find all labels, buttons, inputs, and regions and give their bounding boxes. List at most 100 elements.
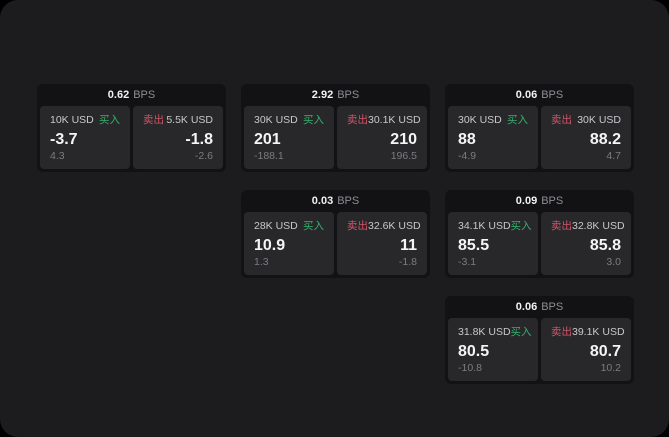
sell-panel-top: 卖出 32.6K USD xyxy=(347,220,421,233)
buy-subvalue: -188.1 xyxy=(254,150,284,162)
sell-side-label: 卖出 xyxy=(551,326,572,338)
buy-price: 201 xyxy=(254,131,281,148)
sell-notional: 5.5K USD xyxy=(166,114,213,126)
spread-unit: BPS xyxy=(541,301,564,313)
spread-header: 0.09 BPS xyxy=(448,190,631,212)
sell-side-label: 卖出 xyxy=(143,114,164,126)
sell-notional: 32.8K USD xyxy=(572,220,625,232)
spread-unit: BPS xyxy=(337,195,360,207)
sell-price: 80.7 xyxy=(589,343,621,360)
quote-card: 0.03 BPS 28K USD 买入 10.9 1.3 卖出 32.6K US… xyxy=(241,190,430,278)
buy-notional: 30K USD xyxy=(254,114,298,126)
sell-price: 210 xyxy=(390,131,417,148)
quote-cards-grid: 0.62 BPS 10K USD 买入 -3.7 4.3 卖出 5.5K USD xyxy=(37,84,634,384)
buy-panel[interactable]: 30K USD 买入 88 -4.9 xyxy=(448,106,538,169)
buy-notional: 34.1K USD xyxy=(458,220,511,232)
buy-panel-top: 30K USD 买入 xyxy=(254,114,324,127)
spread-value: 2.92 xyxy=(311,89,334,101)
sell-price: 85.8 xyxy=(589,237,621,254)
sell-panel-top: 卖出 30K USD xyxy=(551,114,621,127)
spread-value: 0.06 xyxy=(515,301,538,313)
buy-subvalue: 1.3 xyxy=(254,256,269,268)
quote-card: 0.09 BPS 34.1K USD 买入 85.5 -3.1 卖出 32.8K… xyxy=(445,190,634,278)
buy-side-label: 买入 xyxy=(99,114,120,126)
sell-subvalue: 3.0 xyxy=(606,256,621,268)
buy-panel-top: 30K USD 买入 xyxy=(458,114,528,127)
buy-side-label: 买入 xyxy=(507,114,528,126)
buy-panel-top: 28K USD 买入 xyxy=(254,220,324,233)
spread-value: 0.06 xyxy=(515,89,538,101)
quote-card: 0.62 BPS 10K USD 买入 -3.7 4.3 卖出 5.5K USD xyxy=(37,84,226,172)
buy-price: -3.7 xyxy=(50,131,78,148)
spread-unit: BPS xyxy=(133,89,156,101)
quote-card-body: 28K USD 买入 10.9 1.3 卖出 32.6K USD 11 -1.8 xyxy=(244,212,427,275)
sell-panel[interactable]: 卖出 39.1K USD 80.7 10.2 xyxy=(541,318,631,381)
sell-subvalue: -2.6 xyxy=(194,150,213,162)
buy-subvalue: -10.8 xyxy=(458,362,482,374)
buy-notional: 28K USD xyxy=(254,220,298,232)
buy-subvalue: 4.3 xyxy=(50,150,65,162)
sell-subvalue: -1.8 xyxy=(398,256,417,268)
sell-side-label: 卖出 xyxy=(551,114,572,126)
sell-notional: 30K USD xyxy=(577,114,621,126)
buy-price: 88 xyxy=(458,131,476,148)
sell-price: 88.2 xyxy=(589,131,621,148)
quote-card-body: 31.8K USD 买入 80.5 -10.8 卖出 39.1K USD 80.… xyxy=(448,318,631,381)
spread-header: 0.06 BPS xyxy=(448,84,631,106)
buy-panel[interactable]: 30K USD 买入 201 -188.1 xyxy=(244,106,334,169)
buy-notional: 10K USD xyxy=(50,114,94,126)
sell-notional: 39.1K USD xyxy=(572,326,625,338)
quote-card-body: 10K USD 买入 -3.7 4.3 卖出 5.5K USD -1.8 -2.… xyxy=(40,106,223,169)
buy-price: 80.5 xyxy=(458,343,490,360)
sell-side-label: 卖出 xyxy=(347,220,368,232)
buy-subvalue: -4.9 xyxy=(458,150,477,162)
sell-subvalue: 4.7 xyxy=(606,150,621,162)
sell-subvalue: 10.2 xyxy=(600,362,621,374)
sell-panel[interactable]: 卖出 30.1K USD 210 196.5 xyxy=(337,106,427,169)
buy-panel-top: 10K USD 买入 xyxy=(50,114,120,127)
buy-subvalue: -3.1 xyxy=(458,256,477,268)
sell-subvalue: 196.5 xyxy=(390,150,417,162)
spread-header: 0.06 BPS xyxy=(448,296,631,318)
spread-header: 2.92 BPS xyxy=(244,84,427,106)
buy-side-label: 买入 xyxy=(510,220,532,232)
sell-panel-top: 卖出 30.1K USD xyxy=(347,114,421,127)
quote-card: 2.92 BPS 30K USD 买入 201 -188.1 卖出 30.1K … xyxy=(241,84,430,172)
buy-panel[interactable]: 28K USD 买入 10.9 1.3 xyxy=(244,212,334,275)
spread-unit: BPS xyxy=(541,89,564,101)
sell-panel-top: 卖出 39.1K USD xyxy=(551,326,625,339)
buy-panel[interactable]: 31.8K USD 买入 80.5 -10.8 xyxy=(448,318,538,381)
sell-panel-top: 卖出 5.5K USD xyxy=(143,114,213,127)
sell-panel-top: 卖出 32.8K USD xyxy=(551,220,625,233)
spread-header: 0.03 BPS xyxy=(244,190,427,212)
sell-price: 11 xyxy=(400,237,417,254)
buy-side-label: 买入 xyxy=(510,326,532,338)
spread-value: 0.62 xyxy=(107,89,130,101)
quote-card-body: 30K USD 买入 201 -188.1 卖出 30.1K USD 210 1… xyxy=(244,106,427,169)
buy-side-label: 买入 xyxy=(303,114,324,126)
buy-panel-top: 34.1K USD 买入 xyxy=(458,220,532,233)
sell-panel[interactable]: 卖出 32.8K USD 85.8 3.0 xyxy=(541,212,631,275)
spread-unit: BPS xyxy=(337,89,360,101)
sell-price: -1.8 xyxy=(185,131,213,148)
quote-card-body: 34.1K USD 买入 85.5 -3.1 卖出 32.8K USD 85.8… xyxy=(448,212,631,275)
buy-panel-top: 31.8K USD 买入 xyxy=(458,326,532,339)
quote-card-body: 30K USD 买入 88 -4.9 卖出 30K USD 88.2 4.7 xyxy=(448,106,631,169)
sell-side-label: 卖出 xyxy=(551,220,572,232)
sell-notional: 30.1K USD xyxy=(368,114,421,126)
buy-panel[interactable]: 10K USD 买入 -3.7 4.3 xyxy=(40,106,130,169)
buy-price: 10.9 xyxy=(254,237,286,254)
spread-header: 0.62 BPS xyxy=(40,84,223,106)
spread-value: 0.09 xyxy=(515,195,538,207)
sell-panel[interactable]: 卖出 32.6K USD 11 -1.8 xyxy=(337,212,427,275)
quote-card: 0.06 BPS 31.8K USD 买入 80.5 -10.8 卖出 39.1… xyxy=(445,296,634,384)
sell-panel[interactable]: 卖出 5.5K USD -1.8 -2.6 xyxy=(133,106,223,169)
buy-notional: 30K USD xyxy=(458,114,502,126)
spread-unit: BPS xyxy=(541,195,564,207)
sell-panel[interactable]: 卖出 30K USD 88.2 4.7 xyxy=(541,106,631,169)
buy-panel[interactable]: 34.1K USD 买入 85.5 -3.1 xyxy=(448,212,538,275)
buy-side-label: 买入 xyxy=(303,220,324,232)
sell-side-label: 卖出 xyxy=(347,114,368,126)
sell-notional: 32.6K USD xyxy=(368,220,421,232)
